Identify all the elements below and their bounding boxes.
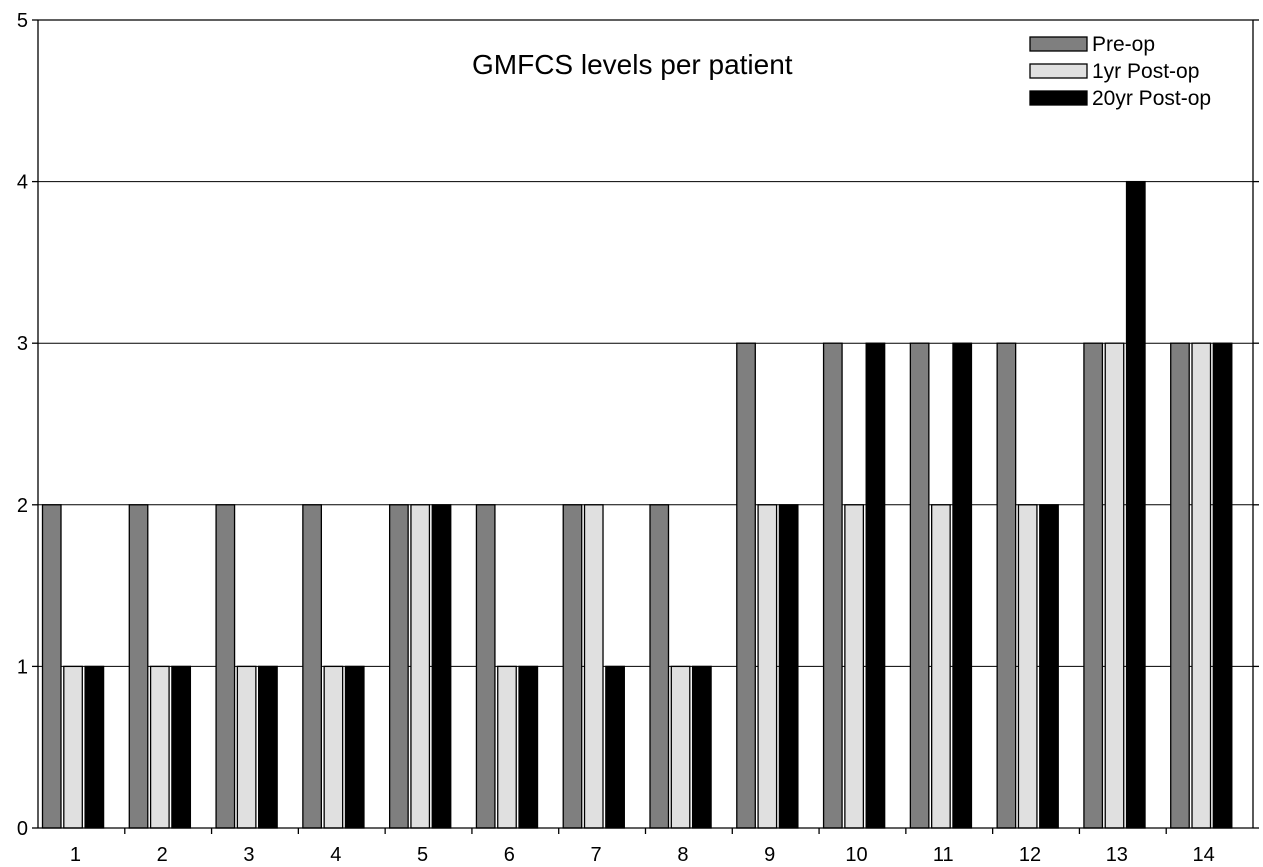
legend-label: 20yr Post-op xyxy=(1092,87,1211,110)
x-tick-label: 9 xyxy=(764,844,775,866)
x-tick-label: 3 xyxy=(243,844,254,866)
bar-20yr-post-op-11 xyxy=(952,342,973,829)
bar-1yr-post-op-5 xyxy=(410,504,431,829)
bar-1yr-post-op-2 xyxy=(149,665,170,829)
y-tick-label: 4 xyxy=(17,172,28,194)
bar-pre-op-6 xyxy=(475,504,496,829)
bar-pre-op-4 xyxy=(302,504,323,829)
bar-pre-op-1 xyxy=(41,504,62,829)
y-tick-label: 3 xyxy=(17,333,28,355)
bar-20yr-post-op-13 xyxy=(1125,180,1146,829)
bar-20yr-post-op-1 xyxy=(84,665,105,829)
x-tick-label: 6 xyxy=(504,844,515,866)
bar-20yr-post-op-3 xyxy=(258,665,278,829)
x-axis-ticks: 1 2 3 4 5 6 7 8 9 10 11 12 13 14 xyxy=(70,828,1215,866)
legend-swatch xyxy=(1029,90,1088,106)
y-tick-label: 0 xyxy=(17,818,28,840)
x-tick-label: 7 xyxy=(591,844,602,866)
bar-1yr-post-op-11 xyxy=(931,504,951,829)
bar-20yr-post-op-7 xyxy=(605,665,625,829)
bar-pre-op-9 xyxy=(736,342,756,829)
bar-pre-op-2 xyxy=(128,504,149,829)
x-tick-label: 2 xyxy=(157,844,168,866)
legend-label: Pre-op xyxy=(1092,33,1155,56)
y-axis-ticks: 0 1 2 3 4 5 xyxy=(17,10,1259,840)
bar-1yr-post-op-9 xyxy=(757,504,778,829)
bar-pre-op-11 xyxy=(909,342,930,829)
bar-1yr-post-op-10 xyxy=(844,504,865,829)
x-tick-label: 5 xyxy=(417,844,428,866)
y-tick-label: 1 xyxy=(17,656,28,678)
bar-1yr-post-op-7 xyxy=(583,504,604,829)
legend: Pre-op 1yr Post-op 20yr Post-op xyxy=(1029,33,1211,110)
bar-20yr-post-op-4 xyxy=(344,665,365,829)
x-tick-label: 11 xyxy=(933,844,954,866)
x-tick-label: 8 xyxy=(677,844,688,866)
bar-20yr-post-op-2 xyxy=(171,665,192,829)
bar-1yr-post-op-14 xyxy=(1191,342,1212,829)
y-tick-label: 2 xyxy=(17,495,28,517)
bar-20yr-post-op-10 xyxy=(865,342,886,829)
bar-20yr-post-op-12 xyxy=(1039,504,1059,829)
legend-swatch xyxy=(1029,63,1088,79)
x-tick-label: 4 xyxy=(330,844,341,866)
bar-20yr-post-op-6 xyxy=(518,665,539,829)
bar-pre-op-10 xyxy=(822,342,843,829)
bar-20yr-post-op-9 xyxy=(778,504,799,829)
bar-20yr-post-op-5 xyxy=(431,504,452,829)
y-tick-label: 5 xyxy=(17,10,28,32)
x-tick-label: 14 xyxy=(1192,844,1214,866)
bar-pre-op-5 xyxy=(388,504,409,829)
bar-pre-op-14 xyxy=(1170,342,1190,829)
x-tick-label: 10 xyxy=(845,844,867,866)
bar-pre-op-7 xyxy=(562,504,583,829)
bar-1yr-post-op-4 xyxy=(323,665,344,829)
chart-title: GMFCS levels per patient xyxy=(472,49,793,80)
bar-20yr-post-op-14 xyxy=(1212,342,1233,829)
bar-1yr-post-op-3 xyxy=(236,665,257,829)
bar-groups xyxy=(41,180,1233,829)
bar-1yr-post-op-6 xyxy=(497,665,517,829)
x-tick-label: 1 xyxy=(70,844,81,866)
bar-1yr-post-op-1 xyxy=(63,665,83,829)
bar-1yr-post-op-12 xyxy=(1017,504,1038,829)
bar-pre-op-12 xyxy=(996,342,1017,829)
x-tick-label: 13 xyxy=(1106,844,1128,866)
legend-swatch xyxy=(1029,36,1088,52)
bar-pre-op-8 xyxy=(649,504,670,829)
bar-1yr-post-op-8 xyxy=(670,665,691,829)
bar-20yr-post-op-8 xyxy=(691,665,712,829)
bar-1yr-post-op-13 xyxy=(1104,342,1125,829)
bar-pre-op-13 xyxy=(1083,342,1104,829)
bar-pre-op-3 xyxy=(215,504,236,829)
legend-label: 1yr Post-op xyxy=(1092,60,1199,83)
x-tick-label: 12 xyxy=(1019,844,1041,866)
